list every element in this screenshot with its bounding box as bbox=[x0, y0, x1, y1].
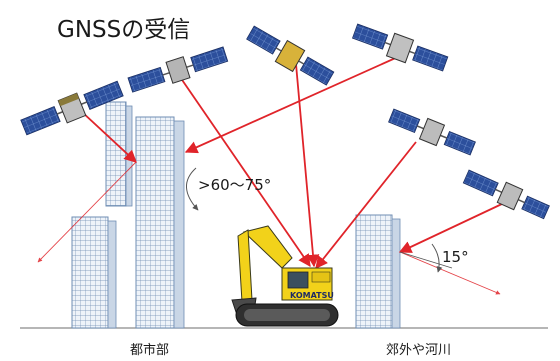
signal-ray bbox=[398, 202, 505, 253]
building-suburb bbox=[355, 214, 401, 329]
satellite-icon bbox=[388, 108, 476, 156]
reflected-ray bbox=[37, 161, 137, 263]
reflected-ray bbox=[399, 251, 501, 295]
angle-arc-city bbox=[186, 167, 199, 211]
satellite-icon bbox=[127, 46, 229, 93]
angle-arc-suburb bbox=[431, 243, 443, 273]
building-front-tall bbox=[135, 116, 185, 329]
satellite-icon bbox=[20, 80, 124, 136]
satellite-icon bbox=[246, 25, 335, 86]
ground-label-city: 都市部 bbox=[130, 342, 169, 358]
excavator-icon: KOMATSU bbox=[231, 225, 339, 327]
signal-ray bbox=[315, 141, 417, 269]
diagram-title: GNSSの受信 bbox=[57, 17, 190, 43]
satellite-icon bbox=[462, 169, 550, 220]
satellite-icon bbox=[351, 23, 449, 72]
signal-ray bbox=[177, 73, 311, 268]
building-front-left bbox=[71, 216, 117, 329]
ground-label-suburb: 郊外や河川 bbox=[386, 342, 451, 358]
horizon-reference bbox=[399, 251, 453, 269]
angle-label-suburb: 15° bbox=[442, 248, 469, 266]
signal-ray bbox=[295, 63, 320, 268]
signal-ray bbox=[81, 111, 137, 163]
angle-label-city: >60〜75° bbox=[198, 176, 271, 194]
excavator-brand: KOMATSU bbox=[290, 291, 334, 300]
signal-lines bbox=[81, 55, 505, 269]
reflected-signals bbox=[37, 161, 501, 295]
signal-ray bbox=[184, 55, 401, 154]
